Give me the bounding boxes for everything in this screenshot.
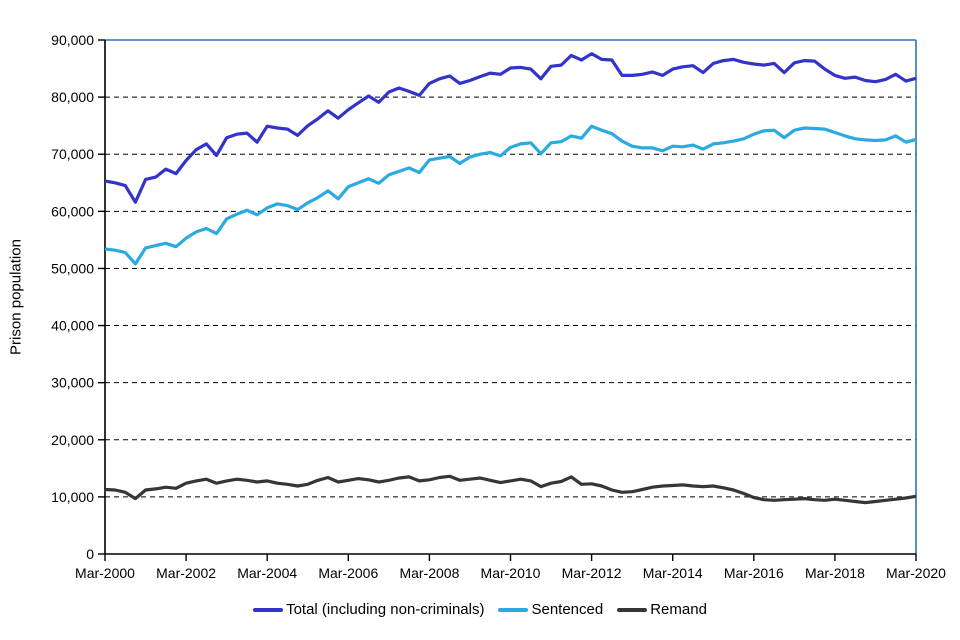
- x-tick-label: Mar-2006: [318, 565, 378, 581]
- series-line-remand: [104, 474, 917, 505]
- x-tick-label: Mar-2016: [724, 565, 784, 581]
- y-tick-label: 80,000: [51, 89, 94, 105]
- x-tick-label: Mar-2012: [562, 565, 622, 581]
- legend-label-remand: Remand: [650, 601, 707, 618]
- x-tick-label: Mar-2014: [643, 565, 703, 581]
- series-line-total-including-non-criminals: [104, 52, 917, 204]
- x-tick-label: Mar-2008: [399, 565, 459, 581]
- x-tick-label: Mar-2002: [156, 565, 216, 581]
- legend-swatch-remand-icon: [617, 607, 648, 612]
- legend-label-total: Total (including non-criminals): [286, 601, 485, 618]
- y-tick-label: 0: [86, 546, 94, 562]
- x-tick-label: Mar-2018: [805, 565, 865, 581]
- y-tick-label: 30,000: [51, 375, 94, 391]
- x-tick-label: Mar-2010: [481, 565, 541, 581]
- legend: Total (including non-criminals) Sentence…: [0, 601, 960, 618]
- y-tick-label: 70,000: [51, 146, 94, 162]
- series-line-sentenced: [104, 124, 917, 266]
- y-tick-label: 10,000: [51, 489, 94, 505]
- y-tick-label: 40,000: [51, 318, 94, 334]
- y-tick-label: 20,000: [51, 432, 94, 448]
- legend-item-sentenced: Sentenced: [498, 601, 603, 618]
- legend-swatch-sentenced-icon: [498, 607, 529, 612]
- x-tick-label: Mar-2020: [886, 565, 946, 581]
- x-tick-label: Mar-2000: [75, 565, 135, 581]
- legend-swatch-total-icon: [253, 607, 284, 612]
- y-tick-label: 90,000: [51, 32, 94, 48]
- y-tick-label: 50,000: [51, 260, 94, 276]
- x-tick-label: Mar-2004: [237, 565, 297, 581]
- y-tick-label: 60,000: [51, 203, 94, 219]
- legend-item-total: Total (including non-criminals): [253, 601, 484, 618]
- legend-item-remand: Remand: [617, 601, 707, 618]
- legend-label-sentenced: Sentenced: [531, 601, 604, 618]
